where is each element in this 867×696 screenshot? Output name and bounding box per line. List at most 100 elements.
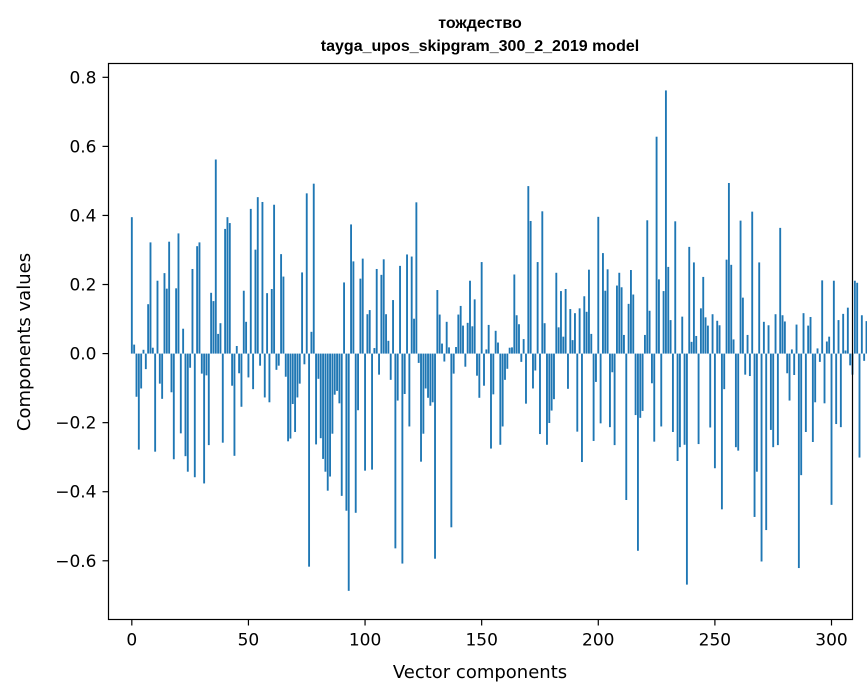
bar xyxy=(630,270,632,354)
bar xyxy=(599,353,602,424)
bar xyxy=(653,353,656,442)
bar xyxy=(720,353,723,510)
y-tick-label: 0.2 xyxy=(69,276,96,296)
x-axis-ticks: 0 50 100 150 200 250 300 xyxy=(126,619,848,651)
bar xyxy=(734,353,737,448)
bar xyxy=(606,269,609,354)
bar xyxy=(156,280,159,354)
bar xyxy=(788,353,791,401)
bar xyxy=(809,316,812,354)
bar xyxy=(198,242,201,354)
bar xyxy=(793,353,796,375)
bar xyxy=(154,353,157,452)
bar xyxy=(163,273,166,354)
bar xyxy=(291,353,294,405)
bar xyxy=(637,353,639,551)
bar xyxy=(699,308,702,354)
bar xyxy=(448,347,450,354)
bar xyxy=(744,353,747,375)
bar xyxy=(415,202,418,354)
bar xyxy=(457,314,460,354)
bar xyxy=(394,353,397,549)
bar xyxy=(191,268,194,354)
bar xyxy=(263,353,266,398)
bar xyxy=(233,353,236,456)
bar xyxy=(462,325,464,354)
bar xyxy=(254,249,257,354)
bar xyxy=(811,353,814,442)
y-tick-label: 0.6 xyxy=(69,137,96,157)
bar xyxy=(532,353,534,389)
bar xyxy=(865,321,867,354)
bar xyxy=(184,353,187,457)
bar xyxy=(310,331,313,354)
bar xyxy=(828,336,831,354)
bar xyxy=(247,353,250,378)
bar xyxy=(266,293,269,354)
bar xyxy=(338,353,341,404)
y-tick-label: −0.4 xyxy=(55,483,96,503)
bar xyxy=(410,256,413,354)
bar xyxy=(602,253,604,354)
bar xyxy=(795,324,798,354)
bar xyxy=(604,290,607,354)
bar xyxy=(709,353,712,428)
bar xyxy=(303,353,306,365)
bar xyxy=(284,353,287,377)
bar xyxy=(352,261,355,354)
bar xyxy=(804,353,807,432)
bar xyxy=(660,353,663,427)
bar xyxy=(368,310,371,354)
bar xyxy=(238,353,241,374)
bar xyxy=(639,353,642,418)
bar xyxy=(175,288,178,354)
bar xyxy=(466,322,469,354)
bar xyxy=(282,276,285,354)
bar xyxy=(371,353,373,470)
bar xyxy=(557,327,560,354)
bar xyxy=(648,310,651,354)
bar xyxy=(296,353,299,398)
bar xyxy=(480,262,483,354)
bar xyxy=(268,353,271,403)
bar xyxy=(142,349,145,354)
bar xyxy=(144,353,147,370)
bar xyxy=(357,353,359,411)
bar xyxy=(776,353,779,446)
bar xyxy=(170,353,173,393)
bar xyxy=(697,353,700,445)
bar xyxy=(385,314,387,354)
chart-title: тождество xyxy=(438,15,522,32)
bar xyxy=(406,254,408,354)
bar xyxy=(359,278,362,354)
bar xyxy=(207,353,210,446)
bar xyxy=(860,315,863,354)
bar xyxy=(277,353,280,366)
bar xyxy=(329,353,331,477)
bar xyxy=(849,353,852,366)
bar xyxy=(158,353,161,384)
bar xyxy=(438,314,441,354)
bar xyxy=(289,353,292,439)
bar xyxy=(576,353,579,432)
bar xyxy=(515,315,518,354)
bar xyxy=(315,353,318,445)
bar xyxy=(588,269,590,354)
y-tick-label: 0.8 xyxy=(69,68,96,88)
bar xyxy=(518,324,520,354)
y-tick-label: 0.0 xyxy=(69,345,96,365)
bar xyxy=(844,350,847,354)
bar xyxy=(487,324,490,354)
bar xyxy=(429,353,432,406)
bar xyxy=(783,321,786,354)
bar xyxy=(818,353,821,362)
bar xyxy=(713,353,716,469)
bar xyxy=(678,353,681,448)
bar xyxy=(322,353,325,459)
bar xyxy=(592,353,595,441)
bar xyxy=(224,228,227,354)
bar xyxy=(737,353,740,451)
bar xyxy=(725,259,728,354)
y-tick-label: 0.4 xyxy=(69,206,96,226)
